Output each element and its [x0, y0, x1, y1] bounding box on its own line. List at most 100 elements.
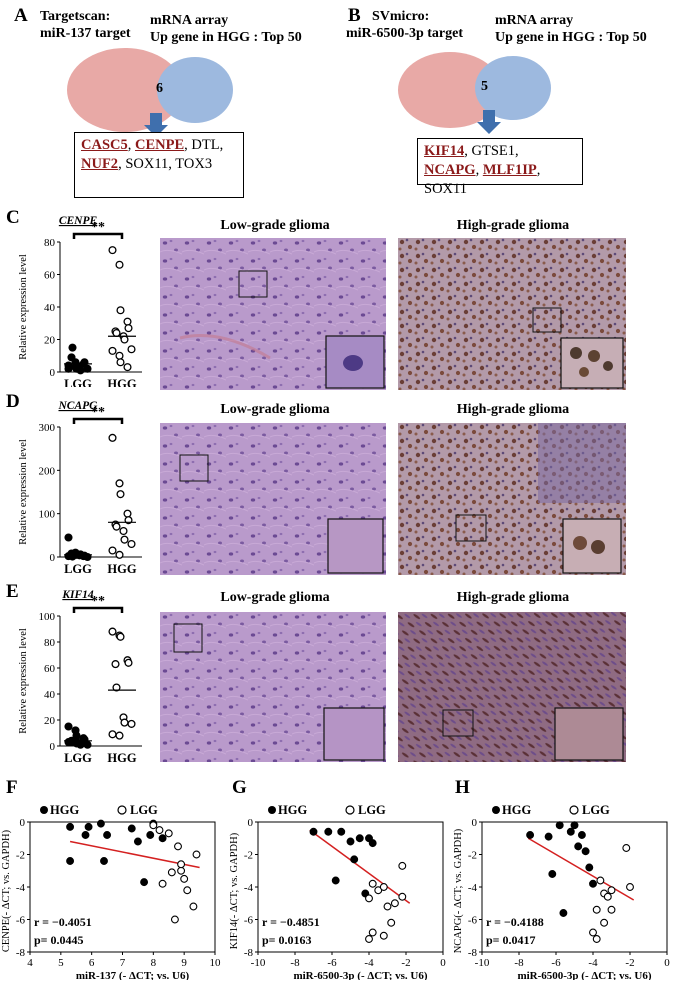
panel-label-g: G [232, 777, 247, 798]
panel-label-h: H [455, 777, 470, 798]
lgg-point [626, 883, 634, 891]
gene-separator: , [118, 156, 126, 172]
x-tick-label: 9 [181, 957, 187, 969]
lgg-point [592, 935, 601, 943]
data-point [115, 731, 124, 740]
hgg-point [548, 870, 557, 878]
zoom-inset [327, 518, 384, 574]
lgg-point [155, 826, 164, 835]
micrograph-hgg-c [398, 238, 626, 390]
roi-box [532, 307, 562, 333]
gene-title: KIF14 [61, 589, 94, 601]
panel-a-right-title-line1: mRNA array [150, 13, 229, 28]
data-point [115, 351, 124, 360]
data-point [124, 658, 133, 667]
micrograph-lgg-c [160, 238, 386, 390]
gene-list-b: KIF14, GTSE1, NCAPG, MLF1IP, SOX11 [417, 138, 583, 197]
hgg-point [350, 855, 359, 864]
regression-line [309, 829, 411, 904]
data-point [83, 364, 92, 373]
panel-b-right-title-line1: mRNA array [495, 13, 574, 28]
lgg-point [589, 928, 597, 937]
legend-hgg-marker [40, 806, 48, 814]
hgg-point [309, 827, 318, 836]
data-point [108, 627, 117, 636]
x-tick-label: 10 [210, 957, 222, 969]
y-tick-label: 0 [50, 741, 56, 753]
data-point [123, 509, 132, 518]
data-point [72, 739, 81, 748]
x-tick-label: 8 [151, 957, 157, 969]
data-point [112, 683, 121, 692]
dot-plot-c: CENPE** 0 20 40 60 80 Relative expression leve… [18, 215, 142, 387]
micrograph-hgg-d [398, 423, 626, 575]
y-tick-label: 100 [39, 509, 56, 521]
y-tick-label: 200 [39, 465, 56, 477]
hgg-point [581, 847, 590, 856]
y-tick-label: 80 [44, 637, 56, 649]
zoom-inset [560, 337, 624, 389]
data-point [64, 738, 73, 747]
data-point [119, 526, 128, 536]
y-tick-label: -8 [468, 947, 478, 959]
data-point [127, 719, 136, 728]
panel-b-left-title-line2: miR-6500-3p target [346, 26, 464, 41]
panel-label-f: F [6, 777, 18, 798]
lgg-point [164, 829, 173, 838]
roi-box [455, 514, 487, 542]
lgg-point [383, 902, 392, 911]
y-tick-label: -2 [244, 850, 253, 862]
hgg-point [140, 878, 149, 887]
hgg-point [566, 827, 575, 836]
panel-b-right-title-line2: Up gene in HGG : Top 50 [495, 30, 647, 45]
down-arrow-icon [144, 113, 168, 135]
data-point [64, 533, 73, 542]
lgg-point [592, 905, 601, 914]
x-tick-label: -2 [625, 957, 634, 969]
panel-label-b: B [348, 5, 361, 26]
y-tick-label: -6 [244, 915, 254, 927]
panel-a-left-title: Targetscan: miR-137 target [40, 8, 131, 42]
y-tick-label: 0 [50, 367, 56, 379]
significance-stars: ** [91, 594, 105, 609]
x-tick-label: 6 [89, 957, 95, 969]
venn-overlap-count: 6 [156, 81, 163, 96]
legend-lgg-label: LGG [130, 803, 158, 817]
y-tick-label: 100 [39, 611, 56, 623]
hgg-point [66, 822, 75, 831]
venn-diagram-b: 5 [398, 52, 551, 134]
lgg-point [170, 915, 179, 924]
data-point [120, 535, 129, 544]
lgg-point [183, 886, 192, 895]
zoom-inset [554, 707, 624, 761]
hgg-point [331, 876, 340, 885]
x-tick-label: 0 [440, 957, 446, 969]
data-point [108, 433, 117, 442]
venn-diagram-a: 6 [67, 48, 233, 135]
y-tick-label: 60 [44, 270, 56, 282]
venn-left-circle [67, 48, 183, 132]
venn-right-circle [475, 56, 551, 120]
significance-stars: ** [91, 220, 105, 235]
hgg-point [103, 831, 112, 839]
y-tick-label: 80 [44, 237, 56, 249]
legend-hgg-label: HGG [278, 803, 307, 817]
y-axis-label: KIF14(- ΔCT; vs. GAPDH) [229, 832, 240, 949]
lgg-point [390, 899, 399, 908]
data-point [116, 632, 125, 641]
micrograph-title-high-d: High-grade glioma [456, 402, 570, 417]
panel-b-left-title: SVmicro: miR-6500-3p target [346, 8, 463, 42]
lgg-point [603, 892, 612, 901]
data-point [115, 260, 124, 269]
data-point [115, 550, 124, 559]
data-point [112, 522, 121, 531]
hgg-point [337, 827, 346, 836]
gene-name: SOX11 [424, 181, 467, 197]
micrograph-title-high-e: High-grade glioma [456, 590, 570, 605]
hgg-point [146, 831, 155, 839]
lgg-point [192, 850, 201, 859]
lgg-point [365, 935, 373, 943]
data-point [123, 317, 132, 326]
data-point [116, 358, 125, 367]
lgg-point [622, 844, 631, 852]
